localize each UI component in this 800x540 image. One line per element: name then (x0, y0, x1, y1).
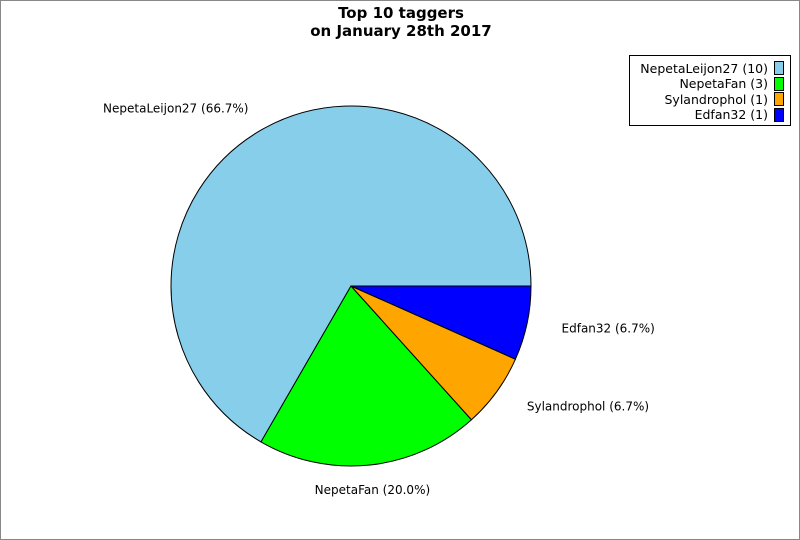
pie-slice-nepetafan (260, 285, 473, 467)
slice-label-nepetafan: NepetaFan (20.0%) (315, 483, 430, 497)
legend-item: Edfan32 (1) (695, 107, 784, 123)
legend-label: NepetaLeijon27 (10) (640, 60, 768, 76)
title-line-1: Top 10 taggers (338, 4, 464, 22)
legend-item: NepetaFan (3) (679, 76, 784, 92)
title-line-2: on January 28th 2017 (310, 22, 492, 40)
legend-label: Sylandrophol (1) (664, 91, 769, 107)
legend-item: NepetaLeijon27 (10) (640, 60, 784, 76)
legend-swatch (774, 76, 784, 91)
legend-swatch (774, 61, 784, 75)
pie-slice-edfan32 (350, 285, 532, 360)
legend-item: Sylandrophol (1) (664, 91, 784, 107)
legend: NepetaLeijon27 (10) NepetaFan (3) Sylandro… (629, 55, 791, 126)
legend-swatch (774, 92, 784, 106)
slice-label-sylandrophol: Sylandrophol (6.7%) (527, 399, 649, 413)
slice-label-nepetaleijon27: NepetaLeijon27 (66.7%) (103, 101, 248, 115)
legend-label: Edfan32 (1) (694, 107, 768, 122)
pie-slice-nepetaleijon27 (170, 105, 532, 443)
slice-label-edfan32: Edfan32 (6.7%) (562, 322, 655, 336)
chart-title: Top 10 taggers on January 28th 2017 (1, 4, 799, 40)
legend-swatch (774, 107, 784, 122)
legend-label: NepetaFan (3) (679, 76, 768, 91)
